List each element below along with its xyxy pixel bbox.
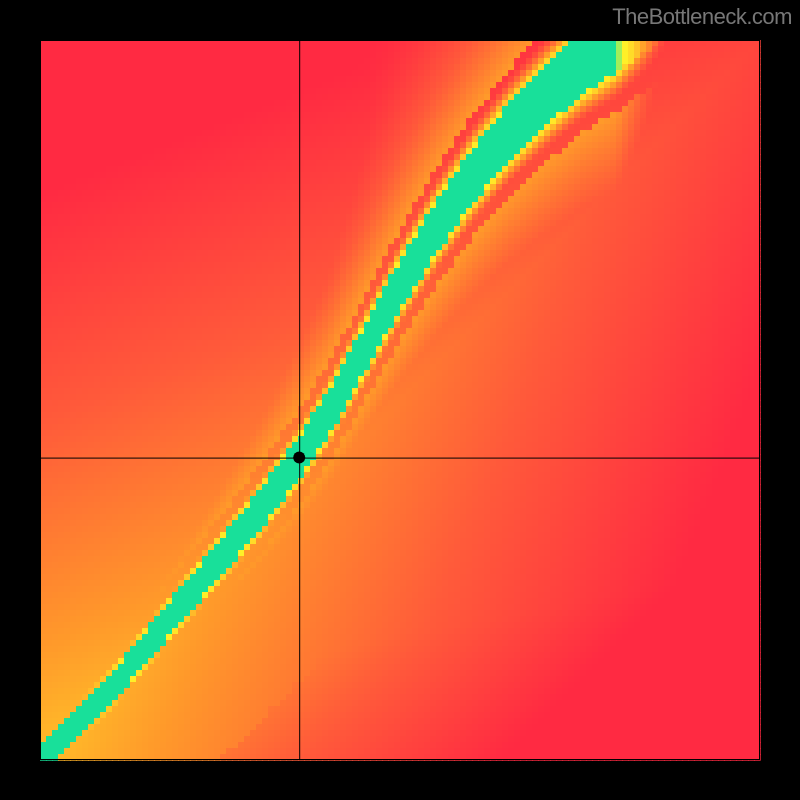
chart-wrapper: TheBottleneck.com bbox=[0, 0, 800, 800]
bottleneck-heatmap bbox=[0, 0, 800, 800]
watermark-text: TheBottleneck.com bbox=[612, 4, 792, 30]
